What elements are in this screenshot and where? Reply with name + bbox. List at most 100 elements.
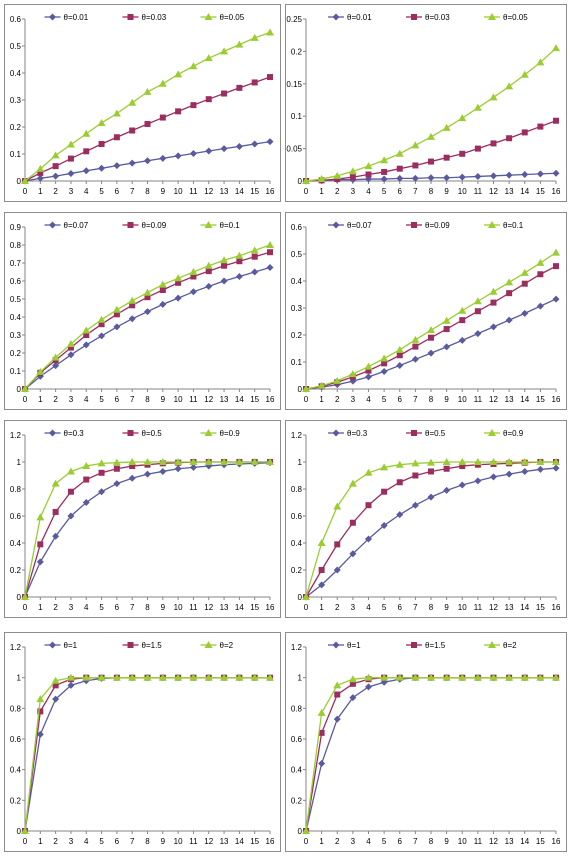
data-point [235, 40, 244, 48]
data-point [490, 299, 497, 306]
data-point [143, 288, 152, 296]
x-tick-label: 2 [53, 837, 58, 846]
x-tick-label: 4 [84, 837, 89, 846]
series-2 [303, 674, 559, 834]
data-point [36, 695, 45, 703]
x-tick-label: 0 [304, 187, 309, 196]
x-tick-label: 6 [398, 187, 403, 196]
data-point [428, 334, 434, 341]
chart-svg-4: 00.10.20.30.40.50.60 1 2 3 4 5 6 7 8 9 10 11 12 13 14 1… [291, 221, 561, 404]
x-tick-label: 4 [366, 187, 371, 196]
data-point [112, 458, 121, 466]
x-tick-label: 16 [266, 187, 275, 196]
data-point [521, 280, 528, 287]
data-point [159, 300, 167, 308]
chart-svg-2: 00.050.10.150.20.250 1 2 3 4 5 6 7 8 9 10 11 12 13 14 1… [286, 13, 561, 196]
legend-entry: θ=0.1 [200, 221, 240, 230]
data-point [97, 315, 106, 323]
legend-entry: θ=1.5 [406, 641, 446, 650]
data-point [51, 676, 60, 684]
legend-marker [332, 641, 340, 649]
x-tick-label: 0 [304, 603, 309, 612]
x-tick-label: 8 [145, 187, 150, 196]
data-point [520, 673, 529, 681]
legend-entry: θ=0.09 [122, 221, 167, 230]
data-point [67, 169, 75, 177]
data-point [174, 274, 183, 282]
series-line [305, 298, 557, 390]
y-tick-label: 0.15 [286, 80, 302, 89]
data-point [474, 308, 481, 315]
data-point [473, 297, 482, 305]
data-point [318, 567, 325, 573]
data-point [443, 486, 451, 494]
data-point [396, 165, 403, 172]
y-tick-label: 0.3 [10, 331, 22, 340]
series-1 [302, 295, 560, 393]
data-point [67, 344, 74, 351]
y-tick-label: 0.6 [10, 277, 22, 286]
data-point [82, 462, 91, 470]
data-point [37, 541, 44, 548]
data-point [333, 715, 341, 723]
x-tick-label: 2 [53, 395, 58, 404]
data-point [428, 468, 434, 475]
x-tick-label: 10 [174, 187, 183, 196]
data-point [250, 458, 259, 465]
legend-label: θ=1.5 [425, 641, 446, 650]
data-point [380, 678, 388, 686]
x-tick-label: 12 [489, 603, 498, 612]
x-tick-label: 10 [458, 603, 467, 612]
x-tick-label: 8 [145, 395, 150, 404]
data-point [302, 593, 310, 600]
chart-panel-5: 0 0.2 0.4 0.6 0.8 1 1.2 0 1 2 3 4 5 6 7 8 9 10 11 12 13 14 15 1… [4, 420, 281, 618]
chart-panel-4: 0 0.1 0.2 0.3 0.4 0.5 0.6 0 1 2 3 4 5 6 7 8 9 10 11 12 13 14 1… [285, 212, 567, 410]
x-tick-label: 2 [335, 395, 340, 404]
series-1 [21, 138, 274, 185]
series-line [305, 677, 556, 832]
series-line [24, 462, 271, 598]
data-point [190, 273, 197, 280]
data-point [129, 463, 136, 470]
data-point [235, 251, 244, 259]
data-point [427, 174, 435, 182]
data-point [349, 519, 356, 526]
legend-label: θ=0.9 [503, 429, 524, 438]
x-tick-label: 9 [161, 395, 166, 404]
data-point [443, 465, 450, 472]
data-point [267, 74, 273, 81]
x-tick-label: 14 [235, 395, 244, 404]
legend-marker [488, 641, 496, 648]
data-point [82, 326, 91, 334]
x-tick-label: 4 [84, 187, 89, 196]
legend-marker [332, 429, 340, 437]
y-tick-label: 0.5 [291, 250, 303, 259]
data-point [442, 123, 451, 131]
y-tick-label: 0.4 [10, 313, 22, 322]
data-point [158, 79, 167, 87]
data-point [144, 470, 151, 478]
data-point [520, 70, 529, 78]
data-point [521, 171, 529, 179]
data-point [489, 673, 498, 681]
data-point [21, 827, 29, 834]
data-point [205, 268, 212, 275]
data-point [348, 479, 357, 487]
data-point [395, 460, 404, 468]
data-point [112, 305, 121, 313]
data-point [113, 323, 121, 331]
legend-entry: θ=1 [44, 641, 78, 650]
data-point [380, 673, 389, 681]
series-1 [21, 264, 274, 393]
data-point [266, 673, 274, 681]
data-point [364, 162, 373, 170]
data-point [221, 90, 228, 97]
data-point [520, 268, 529, 276]
data-point [396, 511, 404, 519]
y-tick-label: 0.2 [291, 331, 303, 340]
data-point [129, 302, 136, 309]
x-tick-label: 14 [235, 187, 244, 196]
y-tick-label: 0.5 [10, 42, 22, 51]
series-2 [303, 459, 559, 600]
x-tick-label: 9 [444, 395, 449, 404]
